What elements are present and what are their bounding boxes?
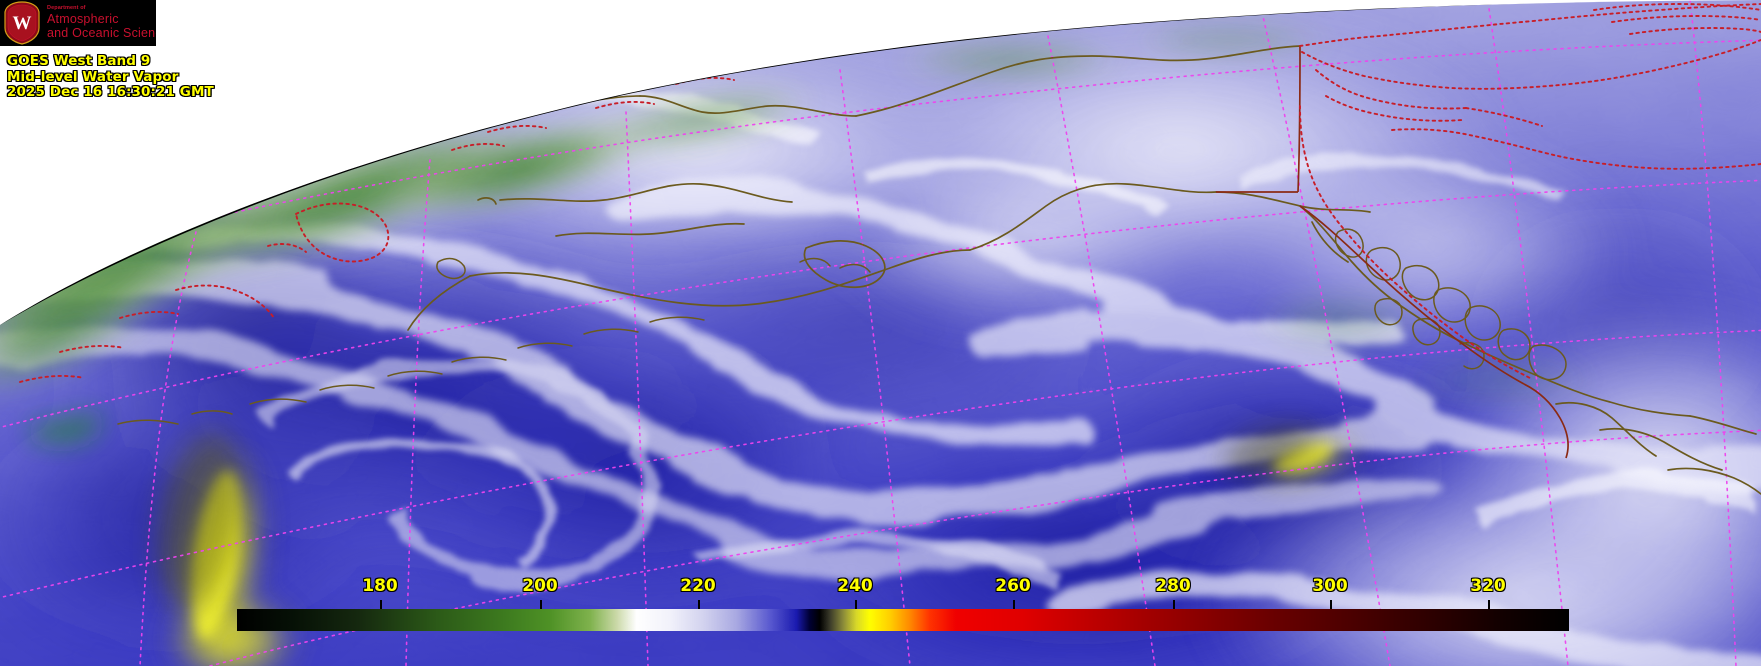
colorbar-tick-label: 180 [362, 576, 398, 596]
logo-line-2: and Oceanic Sciences [47, 25, 156, 40]
colorbar: 180 200 220 240 260 280 300 320 [237, 576, 1569, 631]
colorbar-tick-label: 260 [995, 576, 1031, 596]
image-annotation-header: GOES West Band 9 Mid-level Water Vapor 2… [7, 53, 214, 101]
state-province-borders [19, 3, 1761, 383]
colorbar-tick [1013, 600, 1015, 609]
logo-department-line: Department of [47, 5, 86, 12]
colorbar-tick-label: 240 [837, 576, 873, 596]
colorbar-tick-label: 280 [1155, 576, 1191, 596]
product-subtitle: Mid-level Water Vapor [7, 68, 179, 85]
colorbar-tick-label: 220 [680, 576, 716, 596]
logo-line-1: Atmospheric [47, 11, 119, 26]
timestamp: 2025 Dec 16 16:30:21 GMT [7, 84, 214, 100]
colorbar-gradient [237, 609, 1569, 631]
uw-aos-logo: W Department of Atmospheric and Oceanic … [0, 0, 156, 46]
colorbar-tick [540, 600, 542, 609]
colorbar-tick [855, 600, 857, 609]
colorbar-tick [698, 600, 700, 609]
international-borders [1216, 46, 1569, 459]
colorbar-tick [1488, 600, 1490, 609]
product-title: GOES West Band 9 [7, 53, 151, 69]
colorbar-tick-label: 300 [1312, 576, 1348, 596]
uw-madison-crest-icon: W [4, 1, 40, 45]
colorbar-tick [1330, 600, 1332, 609]
colorbar-tick-label: 200 [522, 576, 558, 596]
colorbar-tick-label: 320 [1470, 576, 1506, 596]
colorbar-tick [380, 600, 382, 609]
colorbar-tick [1173, 600, 1175, 609]
svg-text:W: W [13, 13, 32, 34]
